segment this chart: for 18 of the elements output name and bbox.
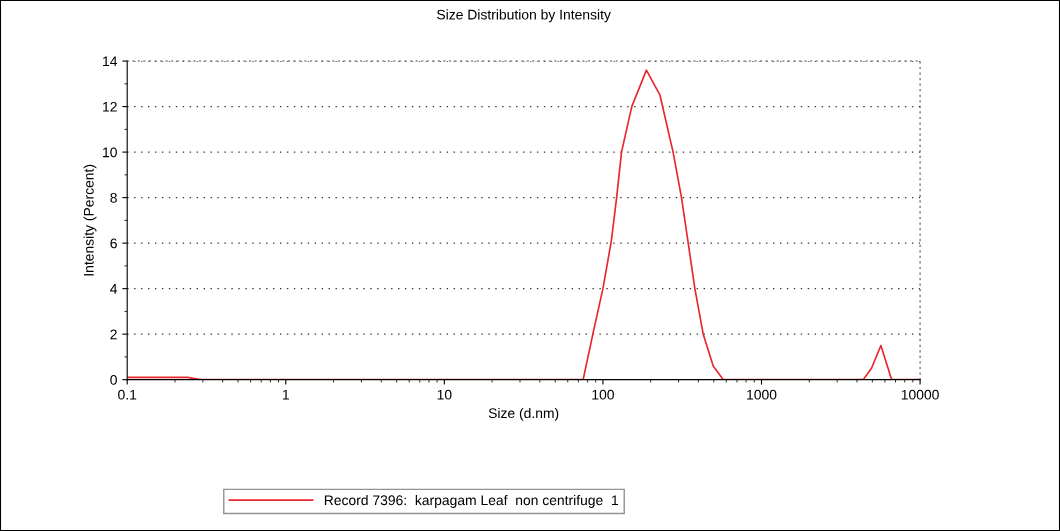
x-tick-label: 10 <box>437 389 452 400</box>
y-tick-label: 12 <box>103 101 117 112</box>
y-tick-label: 0 <box>110 375 117 385</box>
x-tick-label: 0.1 <box>118 389 137 400</box>
y-tick-label: 4 <box>110 284 118 294</box>
y-tick-label: 8 <box>110 192 117 203</box>
chart-title: Size Distribution by Intensity <box>437 9 611 23</box>
x-tick-label: 1 <box>282 389 289 400</box>
x-tick-label: 10000 <box>901 389 939 400</box>
y-tick-label: 2 <box>110 329 117 340</box>
text: Record 7396: karpagam Leaf non centrifuge 1 <box>324 494 619 508</box>
y-tick-label: 10 <box>103 147 117 158</box>
y-axis-title: Intensity (Percent) <box>83 164 97 276</box>
y-tick-label: 14 <box>103 56 118 67</box>
x-tick-label: 1000 <box>747 389 777 400</box>
y-tick-label: 6 <box>110 238 117 249</box>
x-axis-title: Size (d.nm) <box>488 407 559 421</box>
x-tick-label: 100 <box>592 389 614 400</box>
